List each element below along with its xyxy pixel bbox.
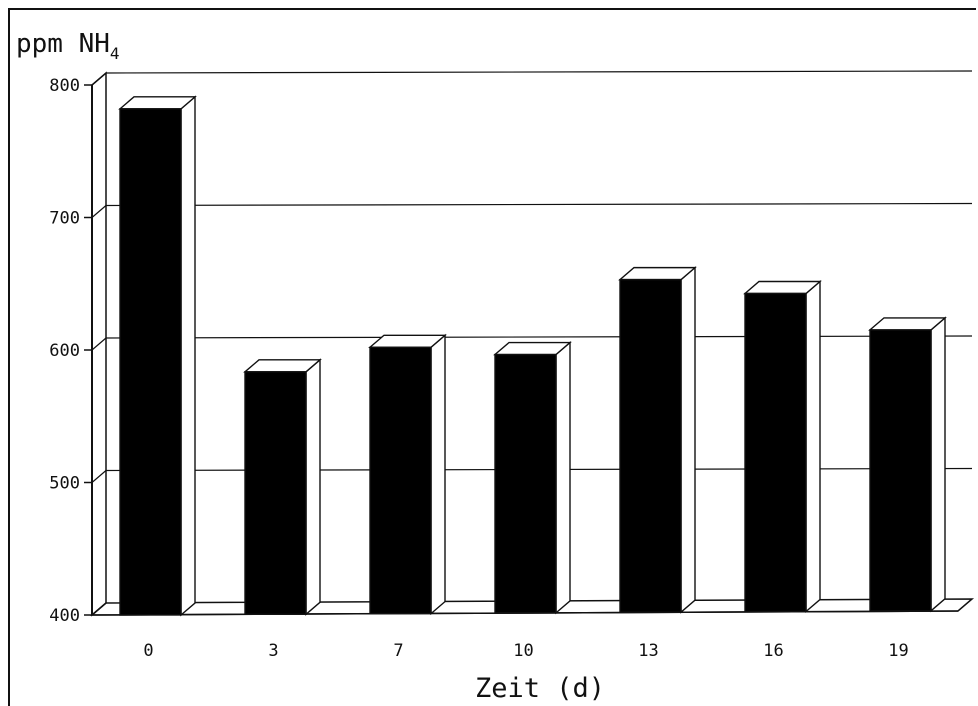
bar-front xyxy=(494,353,557,614)
bar xyxy=(368,333,447,616)
y-axis-label: ppm NH4 xyxy=(16,29,120,63)
bar-front xyxy=(119,108,182,616)
gridline xyxy=(105,202,973,207)
gridline-depth xyxy=(91,337,107,351)
y-tick-label: 600 xyxy=(49,341,80,361)
x-tick-label: 7 xyxy=(393,641,403,661)
y-tick-labels: 400 500 600 700 800 xyxy=(49,76,92,626)
bar-front xyxy=(244,371,307,616)
x-tick-label: 13 xyxy=(638,641,658,661)
y-axis-label-subscript: 4 xyxy=(110,44,120,63)
bar-front xyxy=(369,346,432,615)
bar-top xyxy=(868,317,947,331)
x-tick-label: 0 xyxy=(143,641,153,661)
bar xyxy=(743,279,822,614)
y-tick-label: 700 xyxy=(49,209,80,229)
bar-top xyxy=(243,359,322,373)
gridline xyxy=(105,335,973,339)
gridline-depth xyxy=(91,205,107,218)
bar-side xyxy=(555,341,571,615)
bar xyxy=(243,358,322,616)
x-tick-label: 16 xyxy=(763,641,783,661)
bar-side xyxy=(680,266,696,614)
gridline-depth xyxy=(91,470,107,483)
bar-top xyxy=(743,280,822,295)
x-tick-label: 3 xyxy=(268,641,278,661)
bar-top xyxy=(618,266,697,281)
x-axis-label: Zeit (d) xyxy=(475,673,605,704)
y-tick-label: 400 xyxy=(49,606,80,626)
y-tick-label: 500 xyxy=(49,474,80,494)
gridline-depth xyxy=(91,72,107,86)
bar-side xyxy=(930,316,946,613)
bar-front xyxy=(619,278,682,613)
bar-top xyxy=(493,341,572,356)
y-axis-label-main: ppm NH xyxy=(16,29,110,59)
bar-front xyxy=(744,292,807,613)
bar xyxy=(868,316,947,613)
chart-frame xyxy=(8,8,976,706)
bars-group xyxy=(118,95,947,617)
y-tick-label: 800 xyxy=(49,76,80,96)
x-tick-labels: 0 3 7 10 13 16 19 xyxy=(143,641,908,661)
gridline xyxy=(105,70,973,74)
bar xyxy=(118,95,197,617)
x-tick-label: 19 xyxy=(888,641,908,661)
bar-top xyxy=(118,96,197,110)
bar xyxy=(618,266,697,614)
bar xyxy=(493,341,572,615)
bar-front xyxy=(869,329,932,612)
bar-side xyxy=(805,279,821,614)
bar-top xyxy=(368,334,447,348)
bar-side xyxy=(430,333,446,616)
x-tick-label: 10 xyxy=(513,641,533,661)
bar-side xyxy=(180,95,196,617)
bar-side xyxy=(305,358,321,616)
